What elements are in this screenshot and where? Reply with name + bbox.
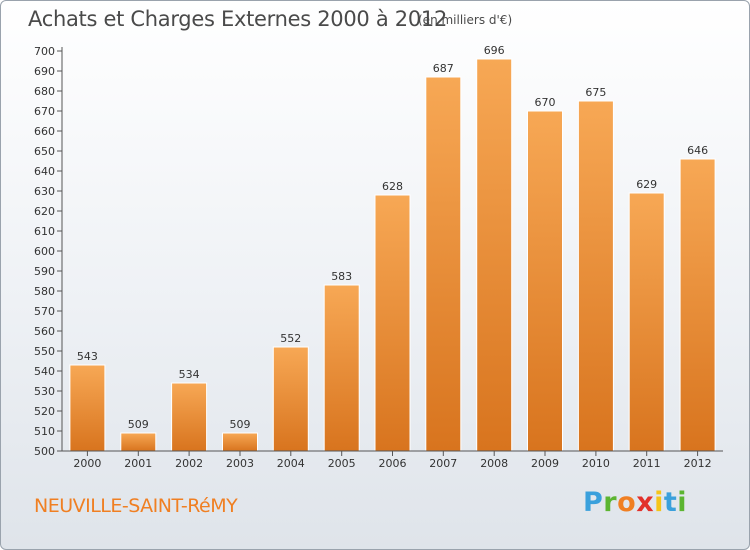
y-tick-label-650: 650 [34, 145, 55, 158]
data-label-2005: 583 [331, 270, 352, 283]
y-tick-label-670: 670 [34, 105, 55, 118]
y-tick-label-520: 520 [34, 405, 55, 418]
data-label-2009: 670 [535, 96, 556, 109]
bar-2005 [323, 284, 360, 452]
data-label-2004: 552 [280, 332, 301, 345]
x-tick-label-2007: 2007 [429, 457, 457, 470]
chart-unit-note: (en milliers d'€) [418, 13, 513, 27]
bar-2010 [577, 100, 614, 452]
commune-name: NEUVILLE-SAINT-RéMY [34, 495, 238, 517]
y-tick-label-700: 700 [34, 45, 55, 58]
y-tick-label-540: 540 [34, 365, 55, 378]
data-label-2011: 629 [636, 178, 657, 191]
bar-2000 [69, 364, 106, 452]
logo-letter: t [663, 487, 678, 518]
bar-2009 [527, 110, 563, 452]
y-tick-label-500: 500 [34, 445, 55, 458]
logo-letter: P [583, 487, 604, 518]
bar-2006 [374, 194, 411, 452]
x-tick-label-2002: 2002 [175, 457, 203, 470]
x-tick-label-2010: 2010 [582, 457, 610, 470]
y-tick-label-600: 600 [34, 245, 55, 258]
bar-2003 [222, 432, 258, 452]
data-label-2006: 628 [382, 180, 403, 193]
data-label-2007: 687 [433, 62, 454, 75]
x-tick-label-2006: 2006 [379, 457, 407, 470]
y-tick-label-590: 590 [34, 265, 55, 278]
bar-2004 [272, 346, 309, 452]
x-tick-label-2004: 2004 [277, 457, 305, 470]
x-tick-label-2011: 2011 [633, 457, 661, 470]
y-tick-label-660: 660 [34, 125, 55, 138]
y-tick-label-570: 570 [34, 305, 55, 318]
y-tick-label-680: 680 [34, 85, 55, 98]
data-label-2008: 696 [484, 44, 505, 57]
axes-group: 2000 2001 2002 2003 2004 2005 2006 2007 2008 2009… [34, 45, 723, 470]
chart-title: Achats et Charges Externes 2000 à 2012 [28, 7, 448, 31]
bar-2007 [425, 76, 462, 452]
y-tick-label-620: 620 [34, 205, 55, 218]
y-tick-label-530: 530 [34, 385, 55, 398]
y-tick-label-640: 640 [34, 165, 55, 178]
logo-letter: x [636, 487, 655, 518]
bar-2011 [628, 192, 665, 452]
logo-letter: i [654, 487, 664, 518]
bar-2001 [120, 432, 157, 452]
logo-letter: o [617, 487, 637, 518]
logo-letter: i [677, 487, 688, 518]
y-tick-label-560: 560 [34, 325, 55, 338]
x-tick-label-2003: 2003 [226, 457, 254, 470]
data-label-2002: 534 [179, 368, 200, 381]
x-tick-label-2005: 2005 [328, 457, 356, 470]
x-tick-label-2001: 2001 [124, 457, 152, 470]
logo-letter: r [603, 487, 618, 518]
bars-group: 543 509 534 509 552 583 628 687 696 670 675 629 646 [69, 44, 716, 452]
bar-2002 [171, 382, 208, 452]
y-tick-label-550: 550 [34, 345, 55, 358]
data-label-2003: 509 [230, 418, 251, 431]
x-tick-label-2012: 2012 [684, 457, 712, 470]
data-label-2000: 543 [77, 350, 98, 363]
y-tick-label-610: 610 [34, 225, 55, 238]
bar-2012 [679, 158, 716, 452]
bar-2008 [476, 58, 513, 452]
y-tick-label-690: 690 [34, 65, 55, 78]
data-label-2012: 646 [687, 144, 708, 157]
x-tick-label-2009: 2009 [531, 457, 559, 470]
x-tick-label-2000: 2000 [73, 457, 101, 470]
proxiti-logo[interactable]: Proxiti [583, 487, 687, 518]
x-tick-label-2008: 2008 [480, 457, 508, 470]
y-tick-label-580: 580 [34, 285, 55, 298]
data-label-2010: 675 [585, 86, 606, 99]
y-tick-label-510: 510 [34, 425, 55, 438]
data-label-2001: 509 [128, 418, 149, 431]
y-tick-label-630: 630 [34, 185, 55, 198]
